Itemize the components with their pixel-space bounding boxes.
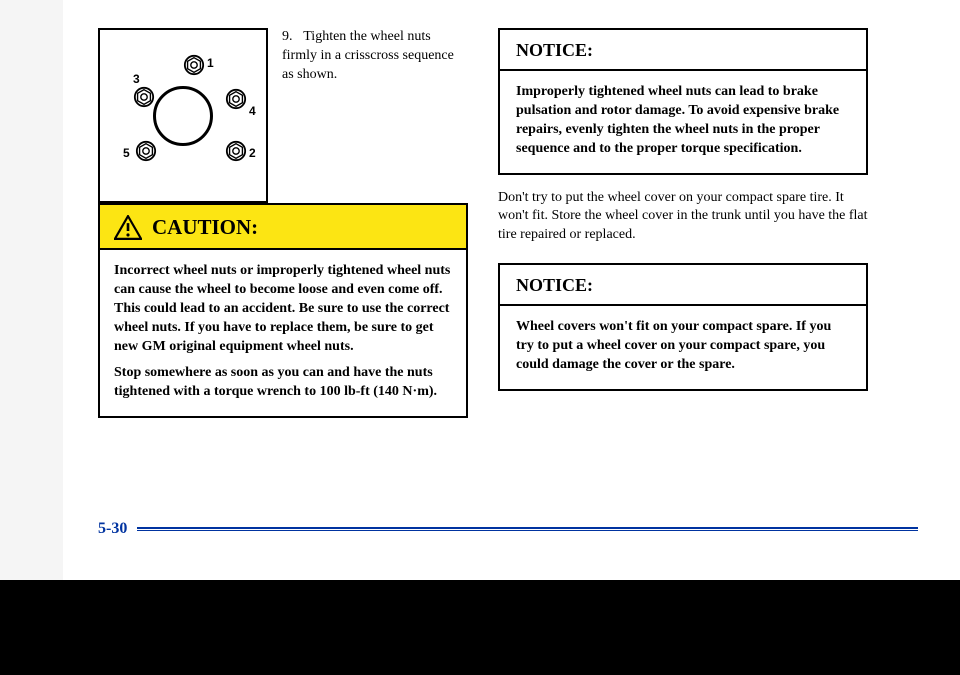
body-paragraph: Don't try to put the wheel cover on your… <box>498 189 868 246</box>
wheel-nut-diagram: 1 2 3 4 <box>98 28 268 203</box>
step-text: Tighten the wheel nuts firmly in a criss… <box>282 29 454 82</box>
notice-body: Wheel covers won't fit on your compact s… <box>500 306 866 389</box>
caution-title: CAUTION: <box>152 215 258 240</box>
notice-header: NOTICE: <box>500 30 866 71</box>
notice-box: NOTICE: Improperly tightened wheel nuts … <box>498 28 868 175</box>
warning-triangle-icon <box>114 215 142 240</box>
caution-box: CAUTION: Incorrect wheel nuts or imprope… <box>98 203 468 418</box>
notice-header: NOTICE: <box>500 265 866 306</box>
caution-header: CAUTION: <box>100 205 466 250</box>
left-column: 1 2 3 4 <box>98 28 468 418</box>
caution-paragraph: Stop somewhere as soon as you can and ha… <box>114 364 452 402</box>
nut-label: 2 <box>249 146 256 160</box>
hub-center <box>153 86 213 146</box>
notice-title: NOTICE: <box>516 40 593 60</box>
content-area: 1 2 3 4 <box>98 28 928 418</box>
step-number: 9. <box>282 28 300 47</box>
wheel-nut-icon <box>183 54 205 76</box>
notice-title: NOTICE: <box>516 275 593 295</box>
wheel-nut-icon <box>225 88 247 110</box>
left-margin <box>0 0 63 580</box>
notice-box: NOTICE: Wheel covers won't fit on your c… <box>498 263 868 391</box>
wheel-hub: 1 2 3 4 <box>113 46 253 186</box>
nut-label: 4 <box>249 104 256 118</box>
manual-page: 1 2 3 4 <box>63 0 960 580</box>
nut-label: 3 <box>133 72 140 86</box>
caution-paragraph: Incorrect wheel nuts or improperly tight… <box>114 262 452 356</box>
wheel-nut-icon <box>133 86 155 108</box>
nut-label: 5 <box>123 146 130 160</box>
page-number: 5-30 <box>98 520 127 538</box>
wheel-nut-icon <box>135 140 157 162</box>
footer-rule <box>137 527 918 531</box>
caution-body: Incorrect wheel nuts or improperly tight… <box>100 250 466 416</box>
nut-label: 1 <box>207 56 214 70</box>
page-footer: 5-30 <box>98 520 918 538</box>
notice-body: Improperly tightened wheel nuts can lead… <box>500 71 866 173</box>
wheel-nut-icon <box>225 140 247 162</box>
right-column: NOTICE: Improperly tightened wheel nuts … <box>498 28 868 418</box>
